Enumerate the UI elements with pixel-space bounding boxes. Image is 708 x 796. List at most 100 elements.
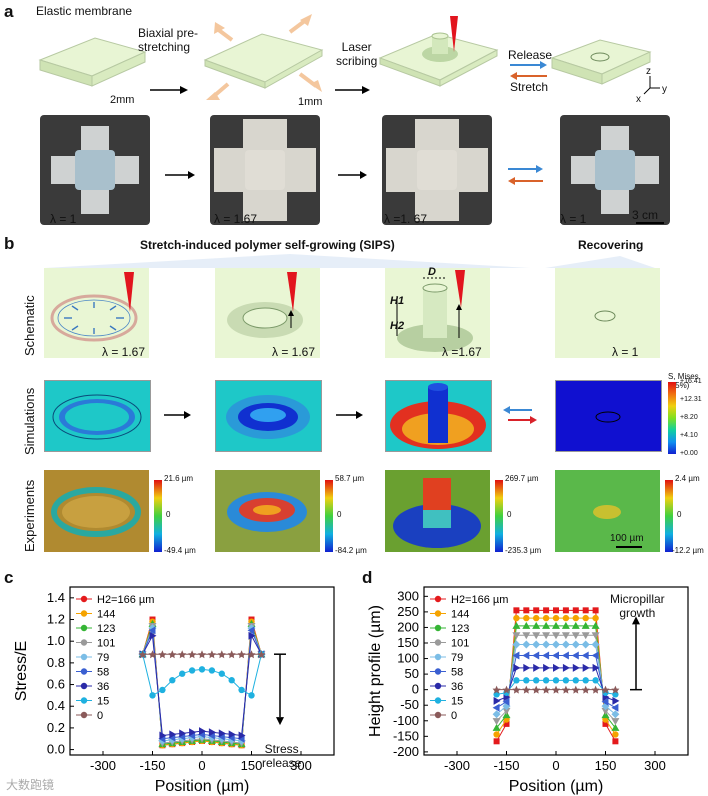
exp4-max: 2.4 µm xyxy=(675,474,700,483)
series-line xyxy=(496,609,616,742)
experiment-1 xyxy=(44,470,149,552)
data-point xyxy=(592,663,600,672)
data-point xyxy=(138,650,147,659)
legend-entry: 79 xyxy=(97,652,109,664)
chart-d-height: -300 -150 0 150 300-200-150-100-500501001502… xyxy=(367,586,689,795)
y-tick-label: -50 xyxy=(400,697,419,712)
step-biaxial-line2: stretching xyxy=(138,40,191,54)
data-point xyxy=(581,651,589,660)
data-point xyxy=(492,710,501,719)
data-point xyxy=(552,632,560,640)
stress-release-arrowhead xyxy=(276,717,284,726)
data-point xyxy=(611,710,620,719)
legend-marker xyxy=(434,653,442,661)
growth-arrowhead xyxy=(632,616,640,625)
legend-marker xyxy=(80,682,88,690)
data-point xyxy=(581,685,590,694)
legend-marker xyxy=(434,595,442,603)
x-tick-label: -150 xyxy=(139,758,165,773)
row-experiments-label: Experiments xyxy=(22,479,37,552)
scale-bar-line xyxy=(636,222,664,224)
schematic-lambda-3: λ =1.67 xyxy=(442,345,482,359)
y-tick-label: 1.4 xyxy=(47,590,65,605)
data-point xyxy=(553,607,559,614)
y-tick-label: 100 xyxy=(397,651,419,666)
axis-x-label: x xyxy=(636,94,641,105)
exp4-min: -12.2 µm xyxy=(672,546,704,555)
data-point xyxy=(148,626,156,635)
data-point xyxy=(611,718,620,726)
data-point xyxy=(159,731,167,740)
exp3-max: 269.7 µm xyxy=(505,474,539,483)
mises-colorbar xyxy=(668,382,676,454)
panel-label-b: b xyxy=(4,234,15,253)
series-line xyxy=(142,621,262,746)
data-point xyxy=(522,640,531,649)
series-line xyxy=(496,667,616,702)
thickness-1mm: 1mm xyxy=(298,96,323,108)
data-point xyxy=(611,723,620,731)
data-point xyxy=(592,607,599,614)
data-point xyxy=(552,614,560,622)
data-point xyxy=(512,651,520,660)
data-point xyxy=(228,677,235,684)
header-brackets xyxy=(45,254,655,268)
legend-tick-4: +0.00 xyxy=(680,450,698,457)
experiment-2 xyxy=(215,470,320,552)
data-point xyxy=(512,685,521,694)
x-axis-label: Position (µm) xyxy=(509,778,604,795)
data-point xyxy=(198,650,206,659)
lambda-photo-3: λ =1. 67 xyxy=(384,212,428,226)
data-point xyxy=(227,650,236,659)
data-point xyxy=(571,640,580,649)
data-point xyxy=(582,663,590,672)
x-tick-label: -300 xyxy=(444,758,470,773)
y-tick-label: 200 xyxy=(397,619,419,634)
membrane-block-3 xyxy=(378,16,499,87)
data-point xyxy=(513,663,521,672)
legend-entry: 0 xyxy=(97,710,103,722)
data-point xyxy=(523,677,530,684)
y-axis-label: Height profile (µm) xyxy=(367,605,384,737)
legend-entry: 36 xyxy=(97,681,109,693)
data-point xyxy=(188,650,197,659)
data-point xyxy=(522,632,531,640)
data-point xyxy=(612,696,620,705)
data-point xyxy=(601,707,610,715)
exp-colorbar-3 xyxy=(495,480,503,552)
data-point xyxy=(502,697,510,706)
stretcher-photo-3 xyxy=(382,115,492,225)
data-point xyxy=(592,614,599,622)
legend-title: S, Mises (75%) xyxy=(668,372,699,390)
y-tick-label: 250 xyxy=(397,604,419,619)
panel-a-schematic-svg xyxy=(38,14,660,100)
panel-label-d: d xyxy=(362,568,373,587)
data-point xyxy=(189,728,197,737)
lambda-photo-1: λ = 1 xyxy=(50,212,77,226)
x-axis-label: Position (µm) xyxy=(155,778,250,795)
data-point xyxy=(601,685,610,694)
data-point xyxy=(552,651,559,660)
elastic-membrane-label: Elastic membrane xyxy=(36,4,133,18)
data-point xyxy=(612,738,619,745)
x-tick-label: 0 xyxy=(552,758,559,773)
legend-tick-3: +4.10 xyxy=(680,432,698,439)
data-point xyxy=(247,650,256,659)
data-point xyxy=(571,621,580,629)
data-point xyxy=(561,621,570,629)
data-point xyxy=(207,650,216,659)
stress-release-line2: release xyxy=(262,756,302,770)
data-point xyxy=(502,685,511,694)
legend-entry: 144 xyxy=(451,609,469,621)
legend-marker xyxy=(80,639,88,646)
legend-entry: 101 xyxy=(451,638,469,650)
micropillar-growth-line2: growth xyxy=(619,606,656,620)
data-point xyxy=(591,685,600,694)
legend-marker xyxy=(80,697,88,704)
data-point xyxy=(532,651,540,660)
simulation-4 xyxy=(555,380,662,452)
x-tick-label: 0 xyxy=(198,758,205,773)
legend-marker xyxy=(434,624,442,632)
series-line xyxy=(142,628,262,742)
legend-entry: 58 xyxy=(97,667,109,679)
